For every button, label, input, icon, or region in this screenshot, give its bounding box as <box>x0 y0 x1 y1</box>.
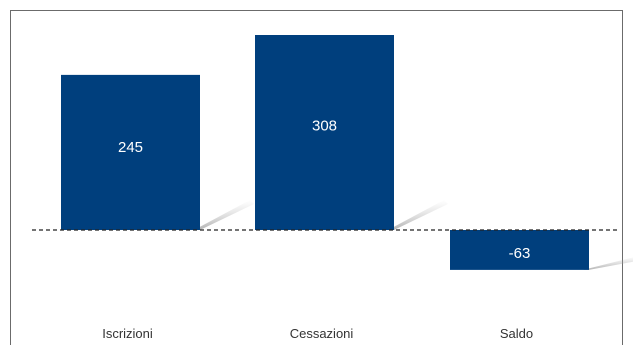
bar-shadow-cessazioni <box>388 200 448 230</box>
value-label-saldo: -63 <box>509 245 531 262</box>
value-label-iscrizioni: 245 <box>118 139 143 156</box>
bar-shadows <box>194 200 633 270</box>
category-label-saldo: Saldo <box>500 326 533 341</box>
bar-iscrizioni <box>61 74 200 231</box>
bar-cessazioni <box>255 35 394 230</box>
bars <box>61 35 589 270</box>
category-label-iscrizioni: Iscrizioni <box>102 326 153 341</box>
category-labels: Iscrizioni Cessazioni Saldo <box>102 326 533 341</box>
category-label-cessazioni: Cessazioni <box>290 326 354 341</box>
value-labels: 245 308 -63 <box>118 118 530 262</box>
value-label-cessazioni: 308 <box>312 118 337 135</box>
chart-frame <box>10 10 623 345</box>
bar-saldo <box>450 230 589 270</box>
bar-shadow-saldo <box>583 257 633 270</box>
bar-shadow-iscrizioni <box>194 200 254 230</box>
